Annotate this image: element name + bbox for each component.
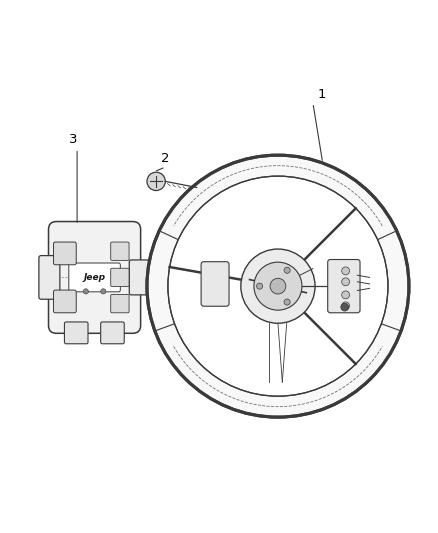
Circle shape bbox=[284, 267, 290, 273]
Circle shape bbox=[342, 278, 350, 286]
Text: 1: 1 bbox=[318, 87, 326, 101]
Circle shape bbox=[147, 155, 409, 417]
FancyBboxPatch shape bbox=[39, 256, 60, 299]
Text: 3: 3 bbox=[68, 133, 77, 147]
Circle shape bbox=[342, 291, 350, 299]
FancyBboxPatch shape bbox=[201, 262, 229, 306]
FancyBboxPatch shape bbox=[53, 242, 76, 265]
Circle shape bbox=[342, 267, 350, 275]
Circle shape bbox=[257, 283, 263, 289]
Circle shape bbox=[83, 289, 88, 294]
Text: 2: 2 bbox=[162, 152, 170, 165]
FancyBboxPatch shape bbox=[49, 222, 141, 333]
Circle shape bbox=[341, 303, 349, 311]
FancyBboxPatch shape bbox=[101, 322, 124, 344]
Circle shape bbox=[254, 262, 302, 310]
FancyBboxPatch shape bbox=[129, 260, 149, 295]
Circle shape bbox=[101, 289, 106, 294]
Circle shape bbox=[284, 299, 290, 305]
FancyBboxPatch shape bbox=[111, 242, 129, 261]
Circle shape bbox=[147, 172, 165, 190]
FancyBboxPatch shape bbox=[64, 322, 88, 344]
FancyBboxPatch shape bbox=[328, 260, 360, 313]
Text: 5: 5 bbox=[233, 195, 242, 207]
Circle shape bbox=[241, 249, 315, 323]
Text: Jeep: Jeep bbox=[84, 273, 106, 282]
Text: 4: 4 bbox=[381, 256, 390, 269]
FancyBboxPatch shape bbox=[111, 268, 129, 287]
Circle shape bbox=[342, 302, 350, 310]
FancyBboxPatch shape bbox=[69, 263, 120, 292]
Circle shape bbox=[270, 278, 286, 294]
FancyBboxPatch shape bbox=[111, 294, 129, 313]
FancyBboxPatch shape bbox=[53, 290, 76, 313]
Circle shape bbox=[168, 176, 388, 396]
